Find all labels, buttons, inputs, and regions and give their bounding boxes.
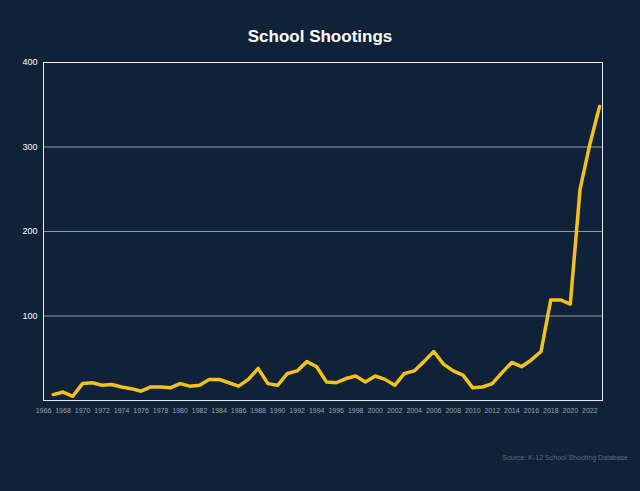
svg-text:200: 200: [22, 226, 37, 236]
svg-text:2020: 2020: [563, 407, 579, 414]
svg-text:2016: 2016: [523, 407, 539, 414]
svg-text:1992: 1992: [289, 407, 305, 414]
html-text:Source: K-12 School Shooting D: Source: K-12 School Shooting Database: [502, 454, 628, 461]
svg-text:2002: 2002: [387, 407, 403, 414]
svg-text:1970: 1970: [75, 407, 91, 414]
svg-text:1978: 1978: [153, 407, 169, 414]
svg-text:2022: 2022: [582, 407, 598, 414]
svg-text:1986: 1986: [231, 407, 247, 414]
svg-text:2010: 2010: [465, 407, 481, 414]
svg-text:2018: 2018: [543, 407, 559, 414]
svg-text:1976: 1976: [133, 407, 149, 414]
svg-text:300: 300: [22, 142, 37, 152]
svg-text:400: 400: [22, 57, 37, 67]
svg-text:1974: 1974: [114, 407, 130, 414]
svg-text:2008: 2008: [445, 407, 461, 414]
svg-text:1968: 1968: [55, 407, 71, 414]
svg-text:2006: 2006: [426, 407, 442, 414]
svg-text:1998: 1998: [348, 407, 364, 414]
svg-text:2000: 2000: [367, 407, 383, 414]
html-text:School Shootings: School Shootings: [247, 27, 393, 46]
svg-text:1990: 1990: [270, 407, 286, 414]
svg-text:1988: 1988: [250, 407, 266, 414]
svg-text:1994: 1994: [309, 407, 325, 414]
svg-text:2012: 2012: [484, 407, 500, 414]
svg-text:1972: 1972: [94, 407, 110, 414]
svg-text:1982: 1982: [192, 407, 208, 414]
svg-text:1966: 1966: [36, 407, 52, 414]
svg-text:1996: 1996: [328, 407, 344, 414]
svg-text:2014: 2014: [504, 407, 520, 414]
svg-text:100: 100: [22, 311, 37, 321]
svg-text:1984: 1984: [211, 407, 227, 414]
svg-text:2004: 2004: [406, 407, 422, 414]
svg-text:1980: 1980: [172, 407, 188, 414]
